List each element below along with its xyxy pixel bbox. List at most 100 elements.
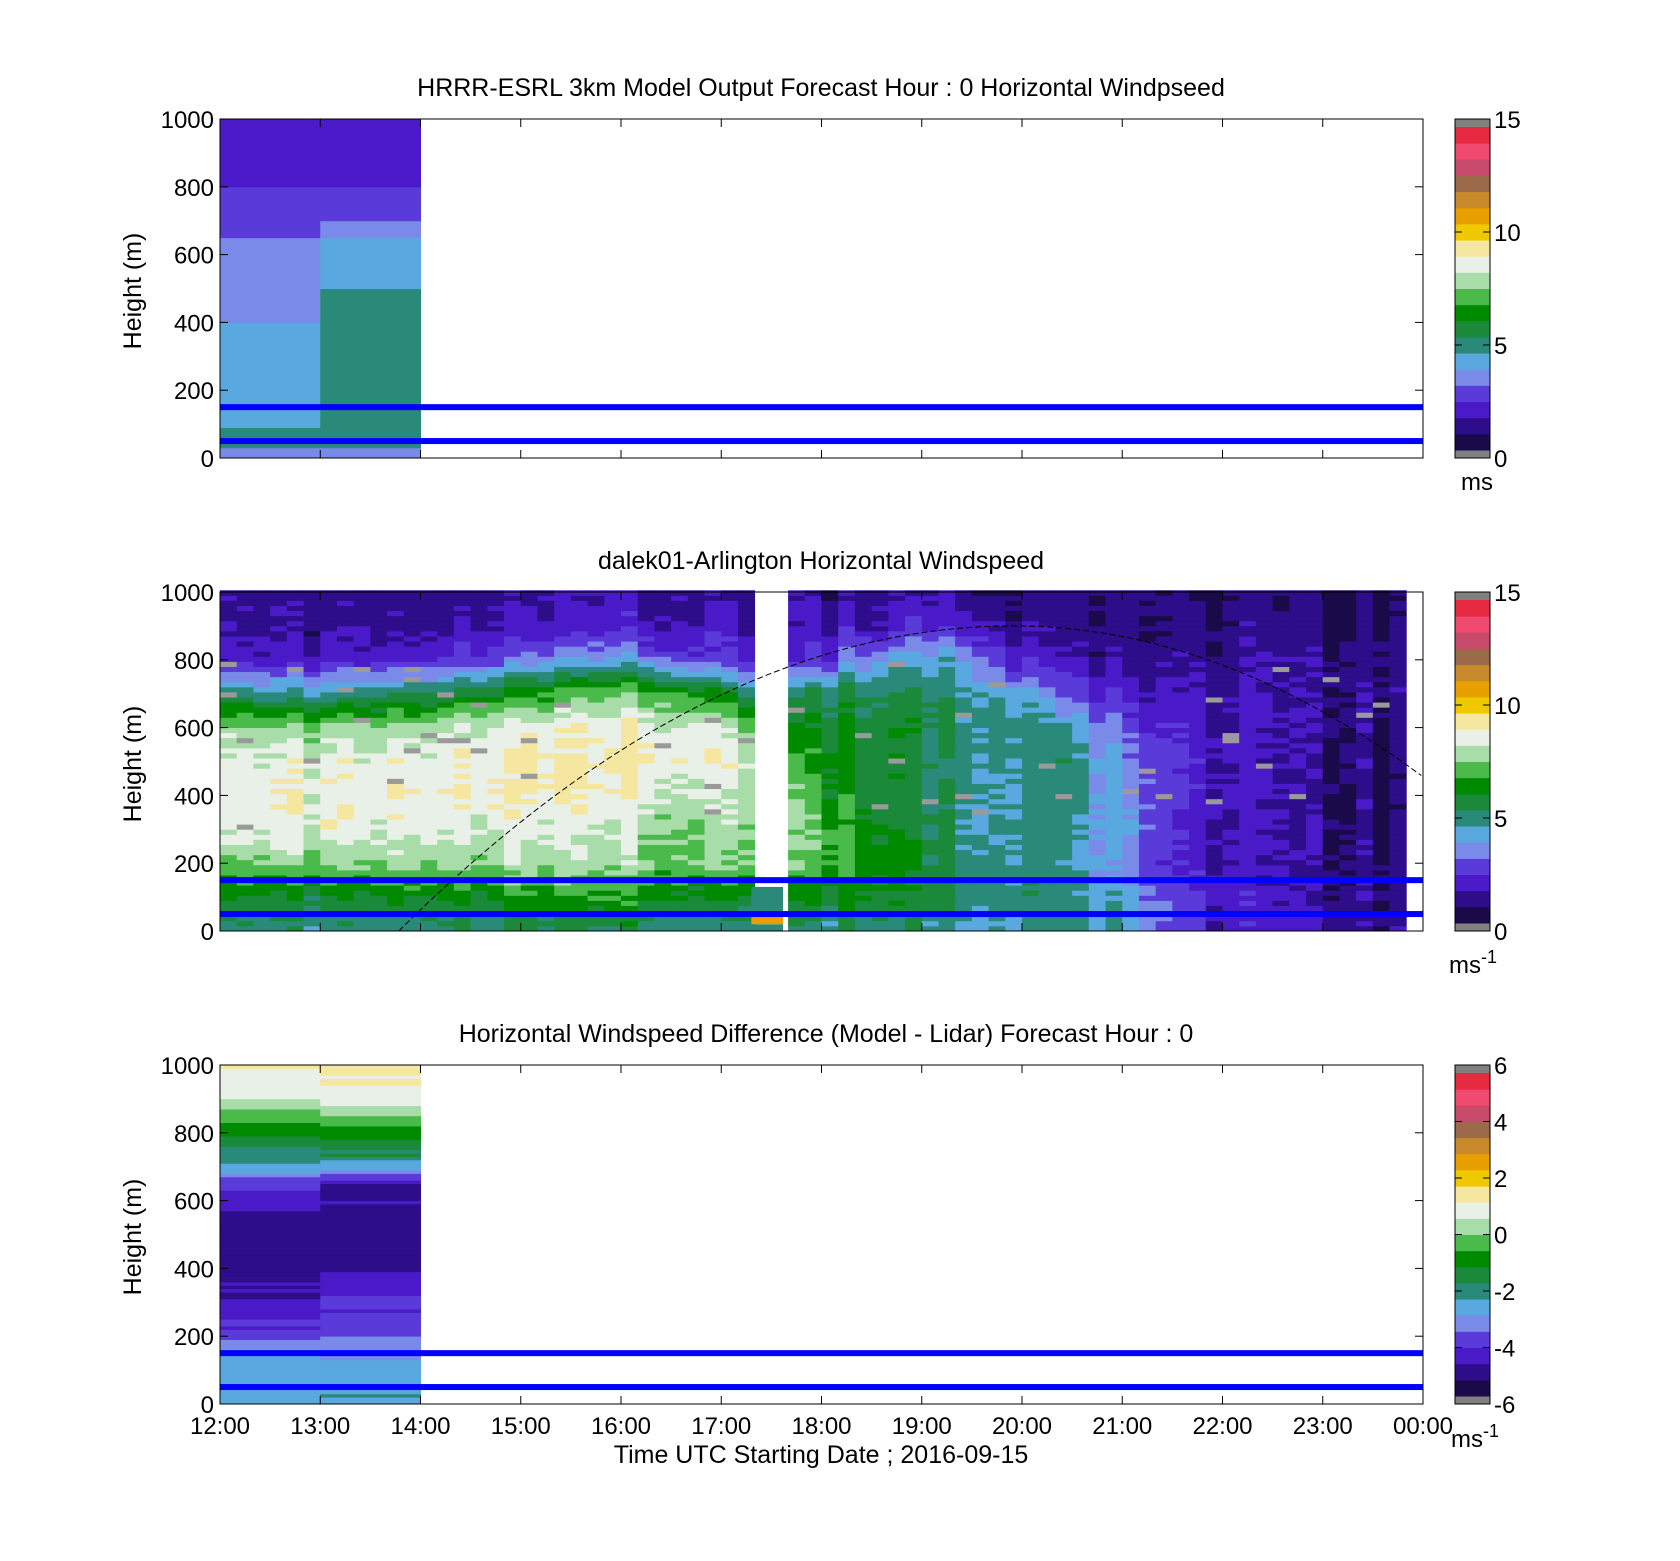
heat-cell [403, 641, 421, 647]
heat-cell [353, 788, 371, 795]
heat-cell [453, 773, 472, 779]
heat-cell [1322, 808, 1340, 815]
heat-cell [1272, 758, 1290, 764]
heat-cell [220, 839, 238, 845]
heat-cell [286, 915, 304, 922]
heat-cell [804, 712, 822, 718]
heat-cell [955, 666, 973, 673]
heat-cell [1088, 600, 1106, 606]
heat-cell [1255, 717, 1274, 723]
heat-cell [1155, 793, 1173, 800]
heat-cell [1356, 732, 1374, 739]
heat-cell [336, 747, 355, 754]
heat-cell [236, 839, 254, 845]
heat-cell [470, 707, 488, 713]
heat-cell [1339, 702, 1357, 708]
heat-cell [504, 625, 522, 632]
heat-cell [286, 727, 304, 734]
heat-cell [236, 803, 254, 810]
heat-cell [871, 788, 889, 795]
heat-cell [537, 727, 555, 734]
heat-cell [604, 722, 622, 728]
heat-cell [704, 778, 722, 784]
heat-cell [387, 869, 405, 876]
heat-cell [971, 793, 989, 800]
heat-cell [1322, 717, 1340, 723]
heat-cell [1255, 686, 1274, 693]
heat-cell [737, 864, 756, 871]
heat-cell [253, 590, 271, 596]
heat-cell [905, 737, 923, 744]
heat-cell [1038, 600, 1056, 606]
heat-cell [470, 925, 488, 932]
heat-cell [270, 788, 288, 795]
heat-cell [888, 900, 906, 906]
heat-cell [587, 829, 605, 835]
colorbar-swatch [1455, 433, 1490, 451]
heat-cell [671, 895, 689, 901]
heat-cell [1255, 808, 1274, 815]
heat-cell [921, 900, 939, 906]
heat-cell [654, 869, 672, 876]
heat-cell [871, 610, 889, 617]
heat-cell [955, 905, 973, 912]
heat-cell [671, 814, 689, 820]
heat-cell [971, 890, 989, 896]
heat-cell [1255, 793, 1274, 800]
heat-cell [737, 793, 756, 800]
heat-cell [854, 854, 873, 861]
heat-cell [971, 747, 989, 754]
heat-cell [1205, 661, 1223, 667]
heat-cell [1289, 839, 1307, 845]
heat-cell [236, 778, 254, 784]
heat-cell [1189, 620, 1207, 627]
heat-cell [788, 717, 806, 723]
heat-cell [871, 712, 889, 718]
heat-cell [1088, 763, 1106, 769]
heat-cell [570, 707, 588, 713]
heat-cell [671, 925, 689, 932]
heat-cell [1122, 620, 1140, 627]
heat-cell [1122, 747, 1140, 754]
heat-cell [721, 651, 739, 657]
heat-cell [370, 753, 388, 759]
heat-cell [1255, 732, 1274, 739]
heat-cell [537, 686, 555, 693]
heat-cell [1389, 890, 1407, 896]
heat-cell [1138, 651, 1157, 657]
heat-cell [520, 885, 538, 891]
heat-cell [1105, 788, 1123, 795]
heat-cell [888, 859, 906, 866]
heat-cell [654, 778, 672, 784]
heat-cell [336, 717, 355, 723]
heat-cell [1105, 859, 1123, 866]
heat-cell [220, 271, 321, 289]
heat-cell [854, 849, 873, 856]
heat-cell [1255, 676, 1274, 683]
heat-cell [420, 676, 438, 683]
heat-cell [955, 641, 973, 647]
heat-cell [487, 641, 505, 647]
heat-cell [804, 925, 822, 932]
heat-cell [1038, 773, 1056, 779]
heat-cell [1005, 702, 1023, 708]
heat-cell [487, 869, 505, 876]
heat-cell [1189, 697, 1207, 703]
heat-cell [1022, 707, 1040, 713]
heat-cell [1239, 905, 1257, 912]
heat-cell [1322, 803, 1340, 810]
heat-cell [905, 707, 923, 713]
heat-cell [320, 1265, 421, 1269]
heat-cell [286, 590, 304, 596]
heat-cell [1339, 661, 1357, 667]
heat-cell [1088, 859, 1106, 866]
heat-cell [1172, 646, 1190, 652]
colorbar-swatch [1455, 809, 1490, 827]
heat-cell [286, 859, 304, 866]
heat-cell [387, 808, 405, 815]
heat-cell [336, 753, 355, 759]
heat-cell [988, 798, 1006, 805]
heat-cell [854, 900, 873, 906]
heat-cell [871, 727, 889, 734]
